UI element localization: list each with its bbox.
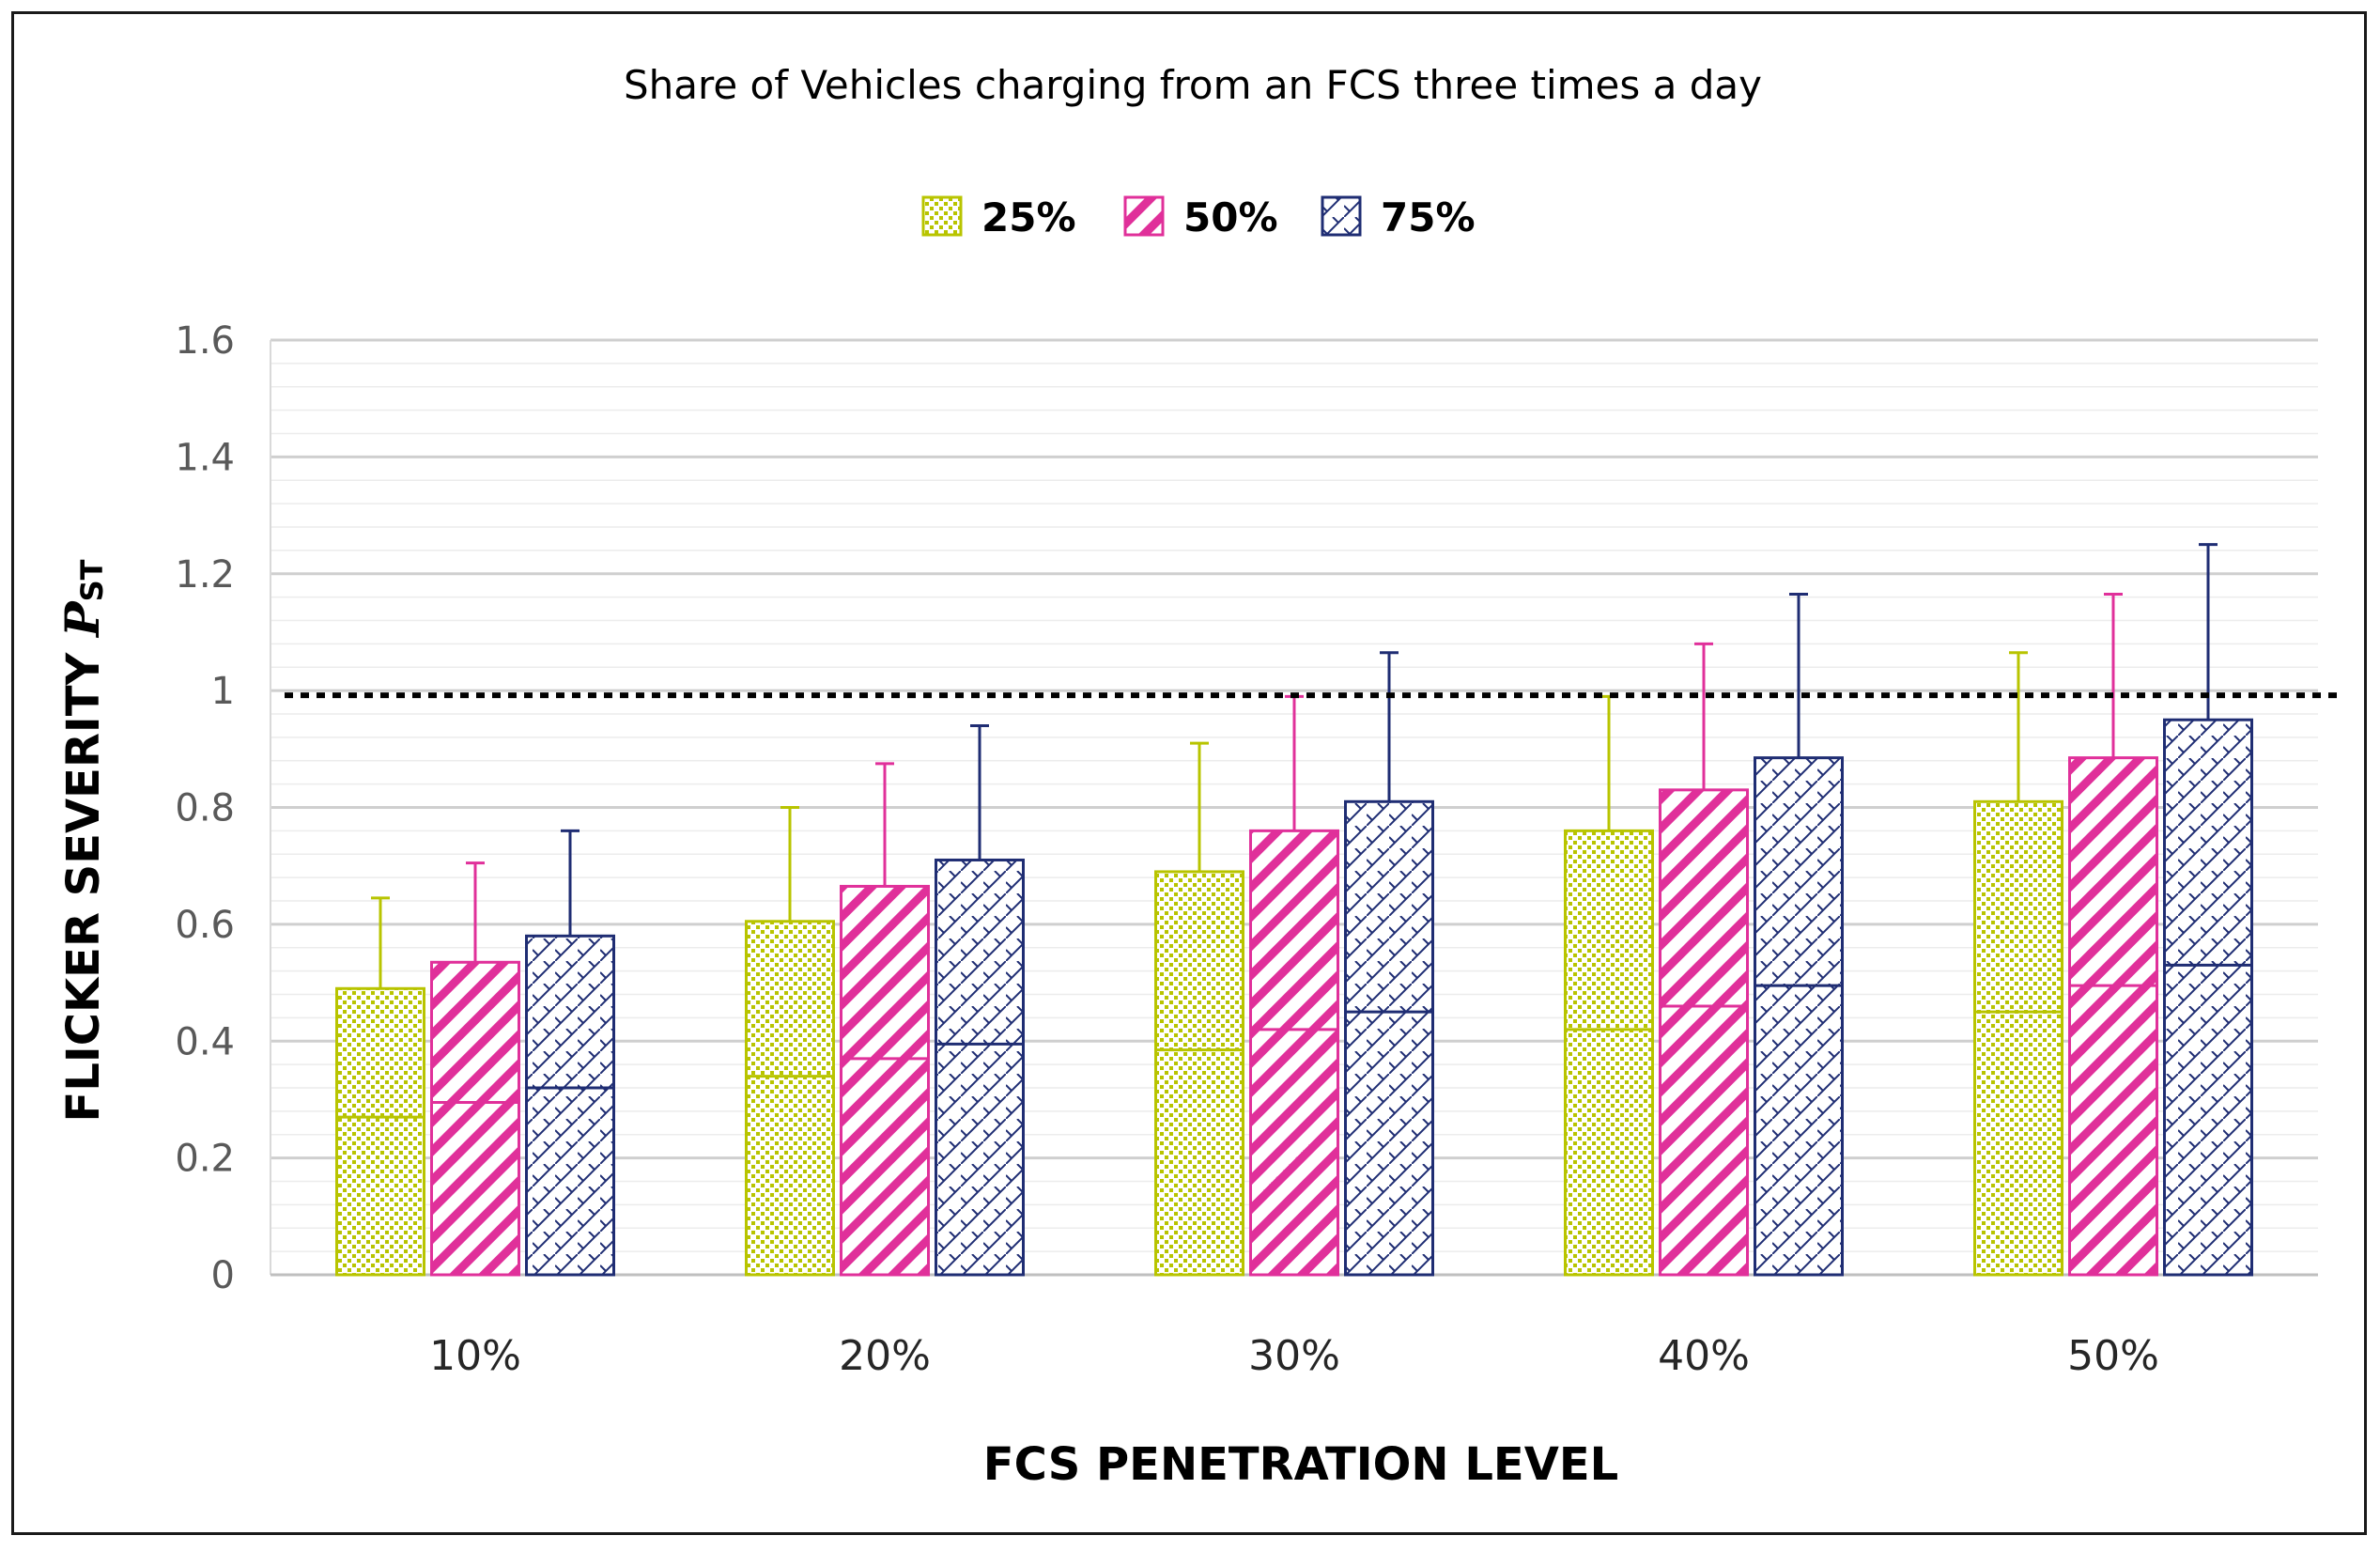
bar-group-75pct: [525, 829, 615, 1277]
bar-group-25pct: [1973, 651, 2063, 1277]
y-axis-title: FLICKER SEVERITY PST: [54, 559, 110, 1122]
y-tick-label: 0: [211, 1254, 235, 1297]
y-tick-label: 1.2: [175, 553, 235, 597]
bar-group-25pct: [335, 896, 425, 1277]
bar-group-25pct: [1154, 741, 1244, 1277]
y-axis-title-sub: ST: [74, 559, 110, 601]
bar-group-50pct: [1659, 642, 1749, 1277]
y-tick-label: 1.6: [175, 319, 235, 363]
bar-group-75pct: [1344, 651, 1434, 1277]
x-tick-label: 30%: [1248, 1332, 1340, 1380]
y-tick-label: 0.2: [175, 1138, 235, 1181]
bar: [1154, 870, 1244, 1277]
bar: [2068, 756, 2158, 1277]
bars: [335, 543, 2253, 1277]
x-tick-label: 40%: [1658, 1332, 1750, 1380]
legend-swatch-75pct: [1321, 195, 1362, 237]
legend-label: 25%: [981, 194, 1076, 240]
bar: [335, 986, 425, 1277]
y-axis-title-symbol: P: [54, 600, 110, 639]
bar-group-50pct: [2068, 593, 2158, 1277]
x-tick-label: 10%: [429, 1332, 521, 1380]
bar: [745, 920, 835, 1277]
chart-svg: Share of Vehicles charging from an FCS t…: [54, 62, 2337, 1491]
chart-title: Share of Vehicles charging from an FCS t…: [624, 62, 1762, 108]
bar-group-25pct: [1564, 694, 1654, 1277]
y-tick-label: 0.6: [175, 904, 235, 947]
x-tick-label: 20%: [839, 1332, 931, 1380]
bar: [1659, 788, 1749, 1277]
svg-text:FLICKER SEVERITY PST: FLICKER SEVERITY PST: [54, 559, 110, 1122]
bar: [430, 960, 520, 1277]
legend-swatch-25pct: [921, 195, 963, 237]
bar: [840, 884, 930, 1277]
bar-group-75pct: [935, 723, 1025, 1277]
y-tick-label: 1.4: [175, 436, 235, 479]
y-tick-label: 0.4: [175, 1020, 235, 1063]
legend-label: 75%: [1381, 194, 1476, 240]
bar: [1973, 799, 2063, 1277]
bar-group-50pct: [840, 762, 930, 1277]
y-axis-ticks: 0 0.2 0.4 0.6 0.8 1 1.2 1.4 1.6: [175, 319, 235, 1297]
bar-group-75pct: [2163, 543, 2253, 1277]
y-tick-label: 0.8: [175, 787, 235, 830]
bar: [1564, 829, 1654, 1277]
bar-group-50pct: [430, 861, 520, 1277]
bar-group-25pct: [745, 806, 835, 1277]
x-tick-label: 50%: [2067, 1332, 2159, 1380]
bar: [1754, 756, 1844, 1277]
bar: [1344, 799, 1434, 1277]
bar-group-75pct: [1754, 593, 1844, 1277]
legend-label: 50%: [1183, 194, 1278, 240]
x-axis-categories: 10% 20% 30% 40% 50%: [429, 1332, 2159, 1380]
legend: 25% 50% 75%: [921, 194, 1476, 240]
legend-swatch-50pct: [1123, 195, 1165, 237]
chart-frame: Share of Vehicles charging from an FCS t…: [11, 11, 2367, 1535]
bar: [1249, 829, 1339, 1277]
bar: [2163, 718, 2253, 1277]
y-axis-title-main: FLICKER SEVERITY: [57, 637, 110, 1122]
x-axis-title: FCS PENETRATION LEVEL: [983, 1438, 1618, 1491]
bar: [935, 858, 1025, 1277]
y-tick-label: 1: [211, 670, 235, 713]
bar-group-50pct: [1249, 694, 1339, 1277]
bar: [525, 934, 615, 1277]
